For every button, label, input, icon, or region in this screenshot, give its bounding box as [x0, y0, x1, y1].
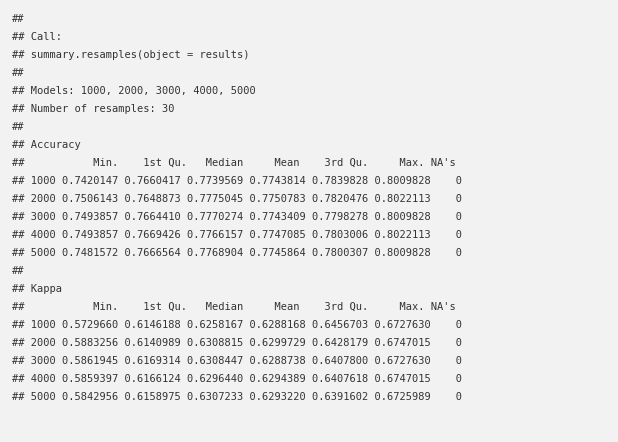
Text: ## 1000 0.7420147 0.7660417 0.7739569 0.7743814 0.7839828 0.8009828    0: ## 1000 0.7420147 0.7660417 0.7739569 0.… [12, 176, 462, 186]
Text: ## 5000 0.5842956 0.6158975 0.6307233 0.6293220 0.6391602 0.6725989    0: ## 5000 0.5842956 0.6158975 0.6307233 0.… [12, 392, 462, 402]
Text: ## 3000 0.7493857 0.7664410 0.7770274 0.7743409 0.7798278 0.8009828    0: ## 3000 0.7493857 0.7664410 0.7770274 0.… [12, 212, 462, 222]
Text: ## 5000 0.7481572 0.7666564 0.7768904 0.7745864 0.7800307 0.8009828    0: ## 5000 0.7481572 0.7666564 0.7768904 0.… [12, 248, 462, 258]
Text: ##: ## [12, 68, 25, 78]
Text: ## 2000 0.7506143 0.7648873 0.7775045 0.7750783 0.7820476 0.8022113    0: ## 2000 0.7506143 0.7648873 0.7775045 0.… [12, 194, 462, 204]
Text: ## Call:: ## Call: [12, 32, 62, 42]
Text: ## summary.resamples(object = results): ## summary.resamples(object = results) [12, 50, 250, 60]
Text: ## 4000 0.5859397 0.6166124 0.6296440 0.6294389 0.6407618 0.6747015    0: ## 4000 0.5859397 0.6166124 0.6296440 0.… [12, 374, 462, 384]
Text: ## 1000 0.5729660 0.6146188 0.6258167 0.6288168 0.6456703 0.6727630    0: ## 1000 0.5729660 0.6146188 0.6258167 0.… [12, 320, 462, 330]
Text: ## 4000 0.7493857 0.7669426 0.7766157 0.7747085 0.7803006 0.8022113    0: ## 4000 0.7493857 0.7669426 0.7766157 0.… [12, 230, 462, 240]
Text: ##: ## [12, 266, 25, 276]
Text: ##: ## [12, 122, 25, 132]
Text: ## Models: 1000, 2000, 3000, 4000, 5000: ## Models: 1000, 2000, 3000, 4000, 5000 [12, 86, 256, 96]
Text: ## Accuracy: ## Accuracy [12, 140, 81, 150]
Text: ##           Min.    1st Qu.   Median     Mean    3rd Qu.     Max. NA's: ## Min. 1st Qu. Median Mean 3rd Qu. Max.… [12, 158, 455, 168]
Text: ## Number of resamples: 30: ## Number of resamples: 30 [12, 104, 174, 114]
Text: ## Kappa: ## Kappa [12, 284, 62, 294]
Text: ## 2000 0.5883256 0.6140989 0.6308815 0.6299729 0.6428179 0.6747015    0: ## 2000 0.5883256 0.6140989 0.6308815 0.… [12, 338, 462, 348]
Text: ##           Min.    1st Qu.   Median     Mean    3rd Qu.     Max. NA's: ## Min. 1st Qu. Median Mean 3rd Qu. Max.… [12, 302, 455, 312]
Text: ##: ## [12, 14, 25, 24]
Text: ## 3000 0.5861945 0.6169314 0.6308447 0.6288738 0.6407800 0.6727630    0: ## 3000 0.5861945 0.6169314 0.6308447 0.… [12, 356, 462, 366]
